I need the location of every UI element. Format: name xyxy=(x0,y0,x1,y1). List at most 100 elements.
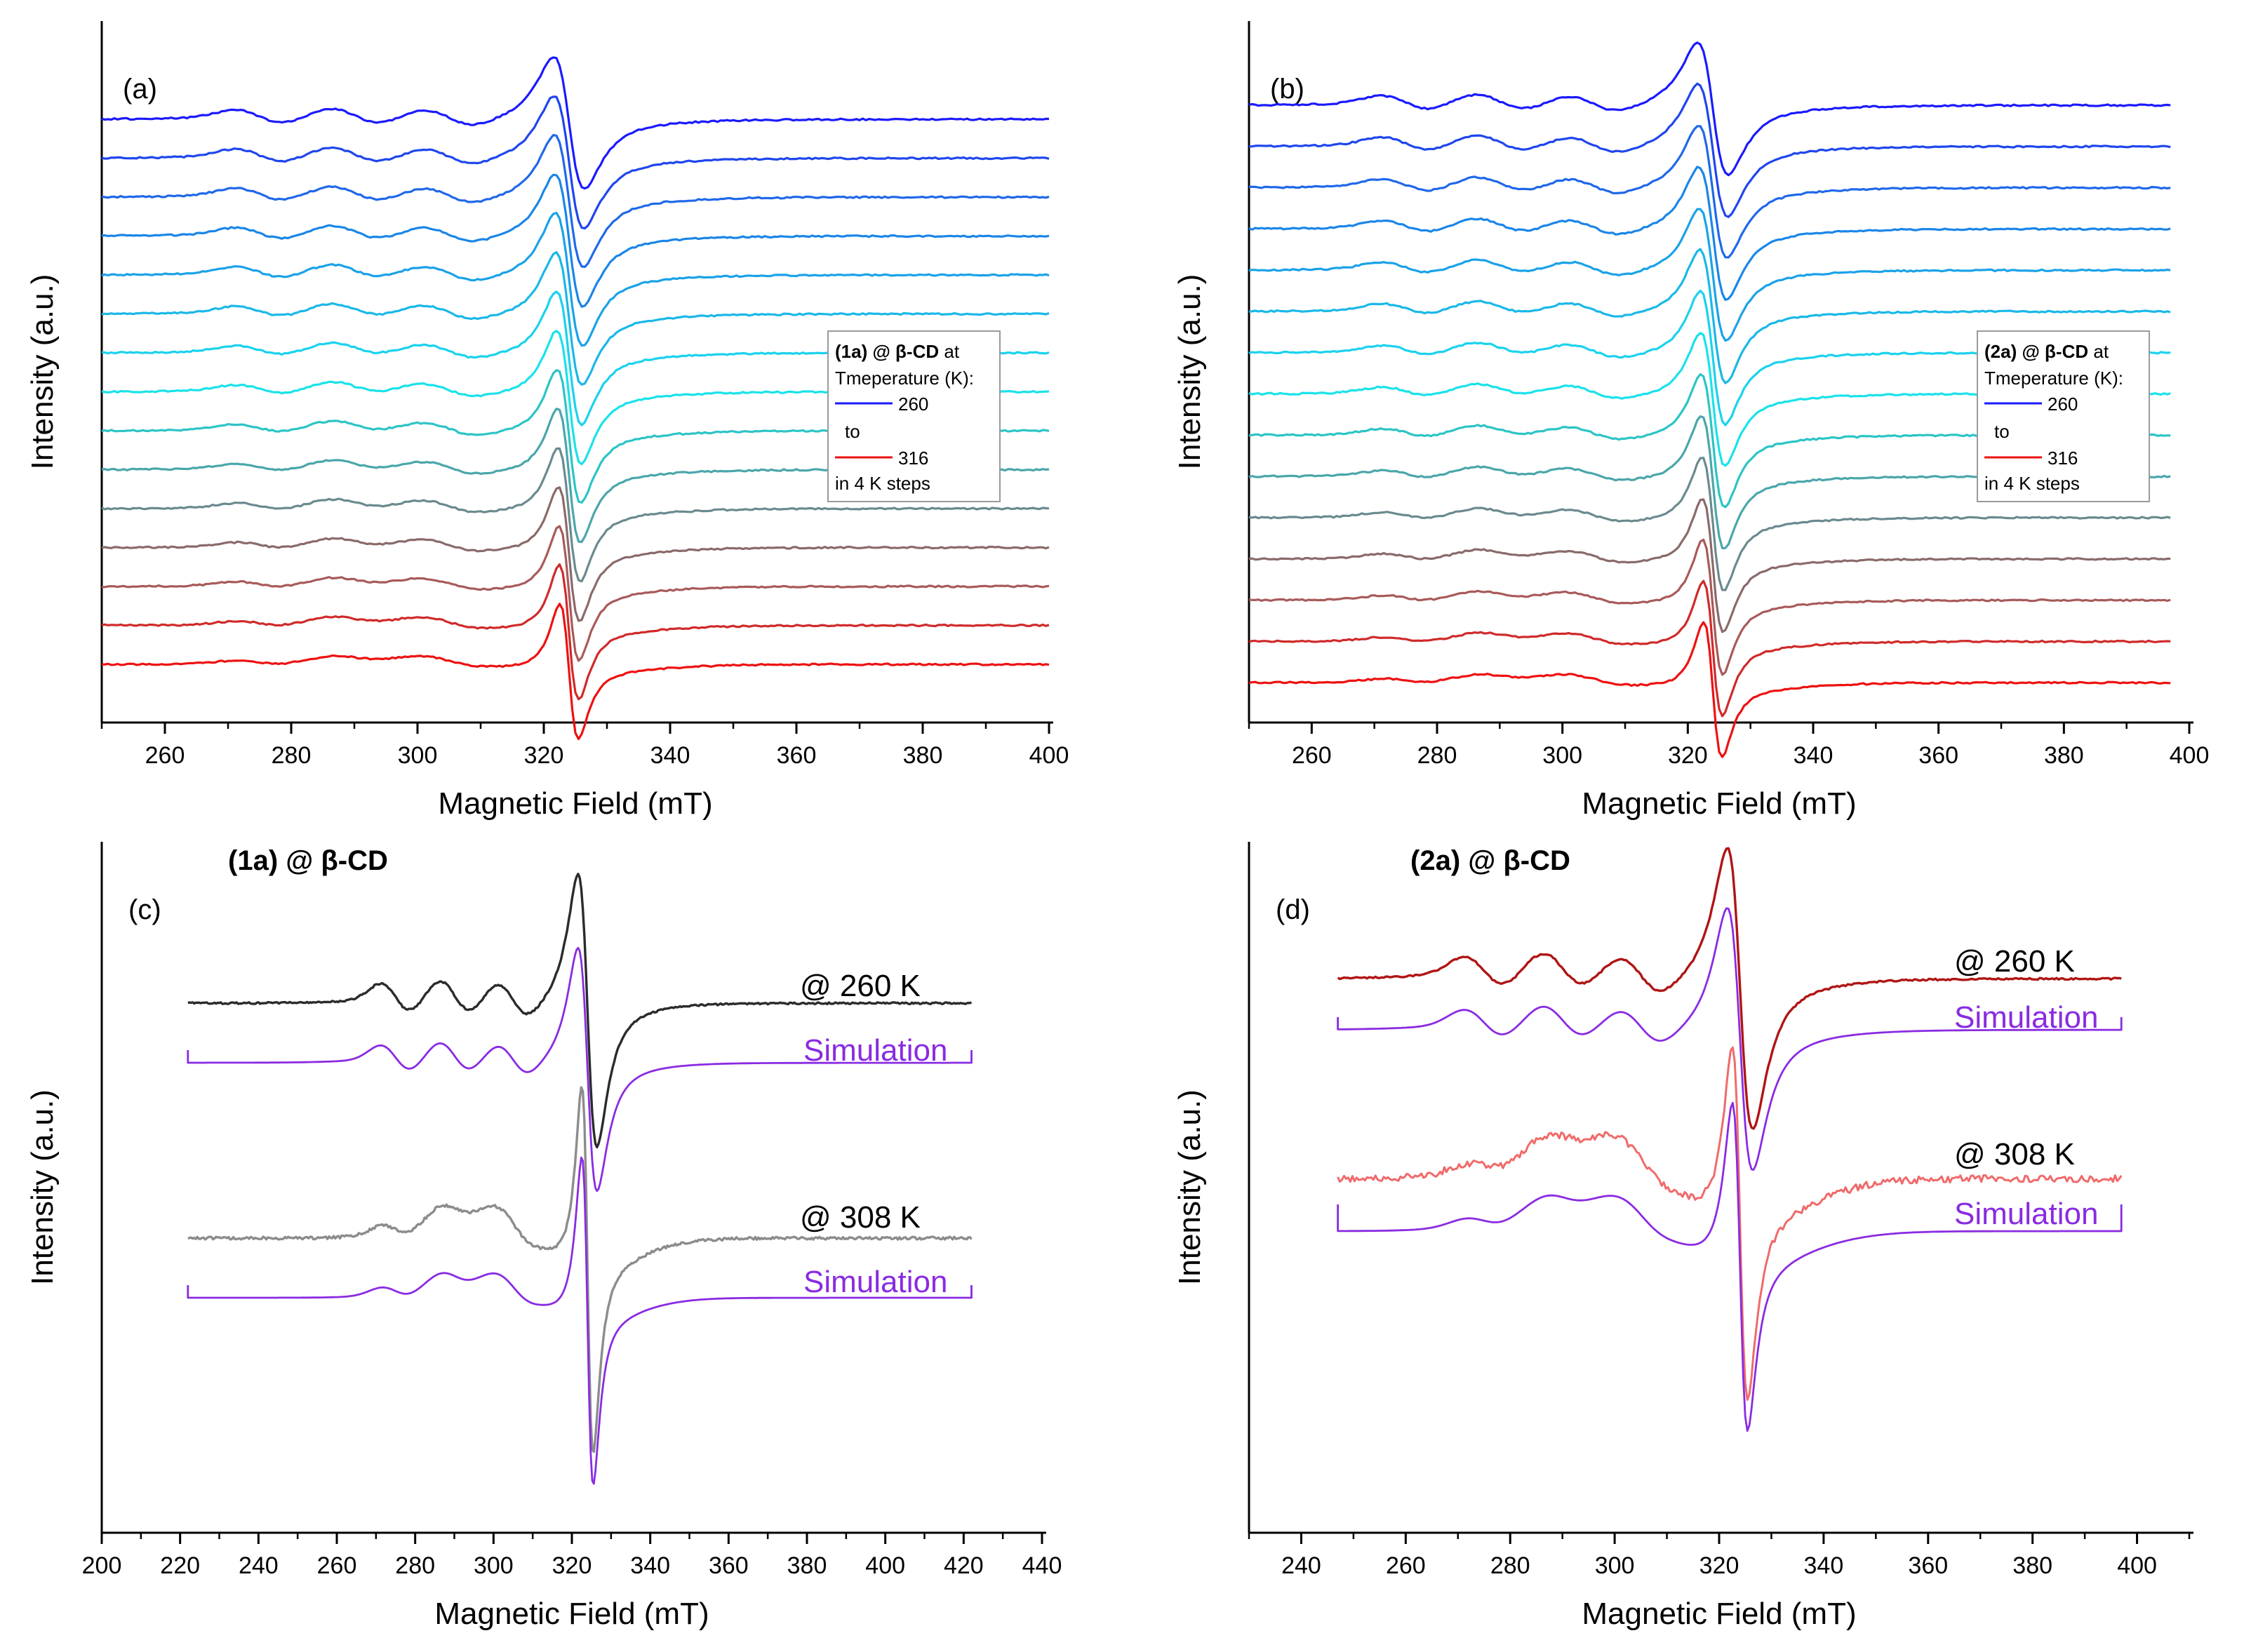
spectrum-line-268K xyxy=(101,134,1050,268)
x-axis-title: Magnetic Field (mT) xyxy=(438,786,712,821)
spectrum-line-2 xyxy=(1337,1046,2123,1401)
x-tick-label: 400 xyxy=(1029,742,1069,769)
spectrum-line-316K xyxy=(1248,621,2171,758)
x-tick-label: 280 xyxy=(1490,1552,1530,1579)
legend-compound: (2a) xyxy=(1984,341,2017,362)
legend-suffix: at xyxy=(2088,341,2109,362)
x-tick-label: 440 xyxy=(1022,1552,1062,1579)
spectrum-line-304K xyxy=(1248,498,2171,633)
x-tick-label: 240 xyxy=(239,1552,279,1579)
x-tick-label: 340 xyxy=(630,1552,670,1579)
x-tick-label: 380 xyxy=(2012,1552,2052,1579)
spectrum-line-2 xyxy=(187,1086,973,1453)
spectrum-line-268K xyxy=(1248,125,2171,259)
spectrum-line-1 xyxy=(187,946,973,1193)
spectrum-line-0 xyxy=(187,873,973,1149)
x-tick-label: 320 xyxy=(1699,1552,1739,1579)
curve-annotation: @ 308 K xyxy=(800,1200,921,1235)
x-tick-label: 260 xyxy=(145,742,185,769)
y-axis-title: Intensity (a.u.) xyxy=(25,1089,60,1285)
legend-host: @ β-CD xyxy=(2017,341,2088,362)
spectrum-line-276K xyxy=(101,211,1050,347)
spectrum-line-316K xyxy=(102,603,1050,741)
panel-label: (a) xyxy=(123,74,157,105)
panel-d: 240 260 280 300 320 340 360 380 400 (d) (2a) @ β-C… xyxy=(1173,842,2193,1631)
spectrum-line-3 xyxy=(1337,1101,2123,1432)
legend-suffix: at xyxy=(939,341,960,362)
spectrum-line-260K xyxy=(1248,41,2171,177)
legend-subtitle: Tmeperature (K): xyxy=(1984,368,2123,389)
title-compound: (2a) xyxy=(1410,845,1460,876)
spectrum-line-260K xyxy=(101,56,1050,190)
x-tick-label: 280 xyxy=(1417,742,1457,769)
spectrum-line-280K xyxy=(1248,248,2171,384)
title-host: @ β-CD xyxy=(1460,845,1570,876)
spectrum-line-3 xyxy=(187,1156,973,1485)
x-tick-label: 260 xyxy=(317,1552,357,1579)
x-tick-label: 280 xyxy=(395,1552,435,1579)
x-tick-label: 360 xyxy=(1918,742,1958,769)
x-axis-title: Magnetic Field (mT) xyxy=(434,1597,709,1631)
legend-start-label: 260 xyxy=(2048,394,2078,415)
spectrum-line-312K xyxy=(1248,579,2171,718)
x-tick-label: 300 xyxy=(474,1552,514,1579)
title-compound: (1a) xyxy=(228,845,278,876)
legend-title: (2a) @ β-CD at xyxy=(1984,341,2109,362)
x-tick-label: 400 xyxy=(865,1552,905,1579)
x-tick-label: 400 xyxy=(2170,742,2210,769)
curve-annotation: Simulation xyxy=(803,1033,947,1068)
x-tick-label: 380 xyxy=(903,742,943,769)
x-tick-label: 360 xyxy=(709,1552,749,1579)
x-tick-label: 360 xyxy=(1908,1552,1948,1579)
spectrum-line-300K xyxy=(101,447,1050,583)
legend-subtitle: Tmeperature (K): xyxy=(835,368,974,389)
title-host: @ β-CD xyxy=(278,845,388,876)
panel-title: (1a) @ β-CD xyxy=(228,845,388,876)
spectrum-line-280K xyxy=(101,250,1050,386)
spectrum-line-276K xyxy=(1248,208,2171,342)
x-tick-label: 320 xyxy=(524,742,564,769)
x-tick-label: 240 xyxy=(1281,1552,1321,1579)
legend-box xyxy=(1977,330,2150,502)
panel-label: (c) xyxy=(128,894,161,925)
y-axis-title: Intensity (a.u.) xyxy=(25,274,60,470)
x-tick-label: 200 xyxy=(82,1552,122,1579)
legend-steps-label: in 4 K steps xyxy=(835,473,930,494)
spectrum-line-264K xyxy=(1248,82,2171,218)
x-tick-label: 380 xyxy=(787,1552,827,1579)
panel-label: (d) xyxy=(1276,894,1310,925)
curve-annotation: Simulation xyxy=(1954,1000,2098,1035)
x-tick-label: 260 xyxy=(1386,1552,1426,1579)
y-axis-title: Intensity (a.u.) xyxy=(1173,1089,1207,1285)
x-tick-label: 260 xyxy=(1292,742,1332,769)
x-tick-label: 220 xyxy=(160,1552,200,1579)
x-tick-label: 360 xyxy=(777,742,817,769)
panel-c: 200 220 240 260 280 300 320 340 360 380 400 420 440 (… xyxy=(25,842,1062,1631)
x-tick-label: 280 xyxy=(272,742,312,769)
x-tick-label: 340 xyxy=(1804,1552,1844,1579)
legend: (1a) @ β-CD at Tmeperature (K): 260 to 316 in… xyxy=(827,330,1001,502)
panel-title: (2a) @ β-CD xyxy=(1410,845,1570,876)
x-tick-label: 340 xyxy=(1794,742,1834,769)
panel-b: 260 280 300 320 340 360 380 400 (b) Magnetic Fiel… xyxy=(1173,21,2209,821)
spectrum-line-312K xyxy=(101,563,1050,701)
x-tick-label: 300 xyxy=(398,742,438,769)
legend-title: (1a) @ β-CD at xyxy=(835,341,960,362)
curve-annotation: @ 260 K xyxy=(1954,944,2075,979)
curve-annotation: @ 260 K xyxy=(800,969,921,1003)
x-axis-title: Magnetic Field (mT) xyxy=(1582,786,1856,821)
x-tick-label: 380 xyxy=(2044,742,2084,769)
x-tick-label: 400 xyxy=(2117,1552,2157,1579)
legend-compound: (1a) xyxy=(835,341,867,362)
x-tick-label: 300 xyxy=(1595,1552,1635,1579)
panel-label: (b) xyxy=(1270,74,1304,105)
x-axis-title: Magnetic Field (mT) xyxy=(1582,1597,1856,1631)
legend: (2a) @ β-CD at Tmeperature (K): 260 to 316 in… xyxy=(1977,330,2150,502)
legend-to-label: to xyxy=(1994,421,2010,442)
x-tick-label: 320 xyxy=(1668,742,1708,769)
x-tick-label: 300 xyxy=(1542,742,1582,769)
panel-a: 260 280 300 320 340 360 380 400 (a) Magnetic Fiel… xyxy=(25,21,1069,821)
legend-steps-label: in 4 K steps xyxy=(1984,473,2080,494)
x-tick-label: 340 xyxy=(650,742,690,769)
